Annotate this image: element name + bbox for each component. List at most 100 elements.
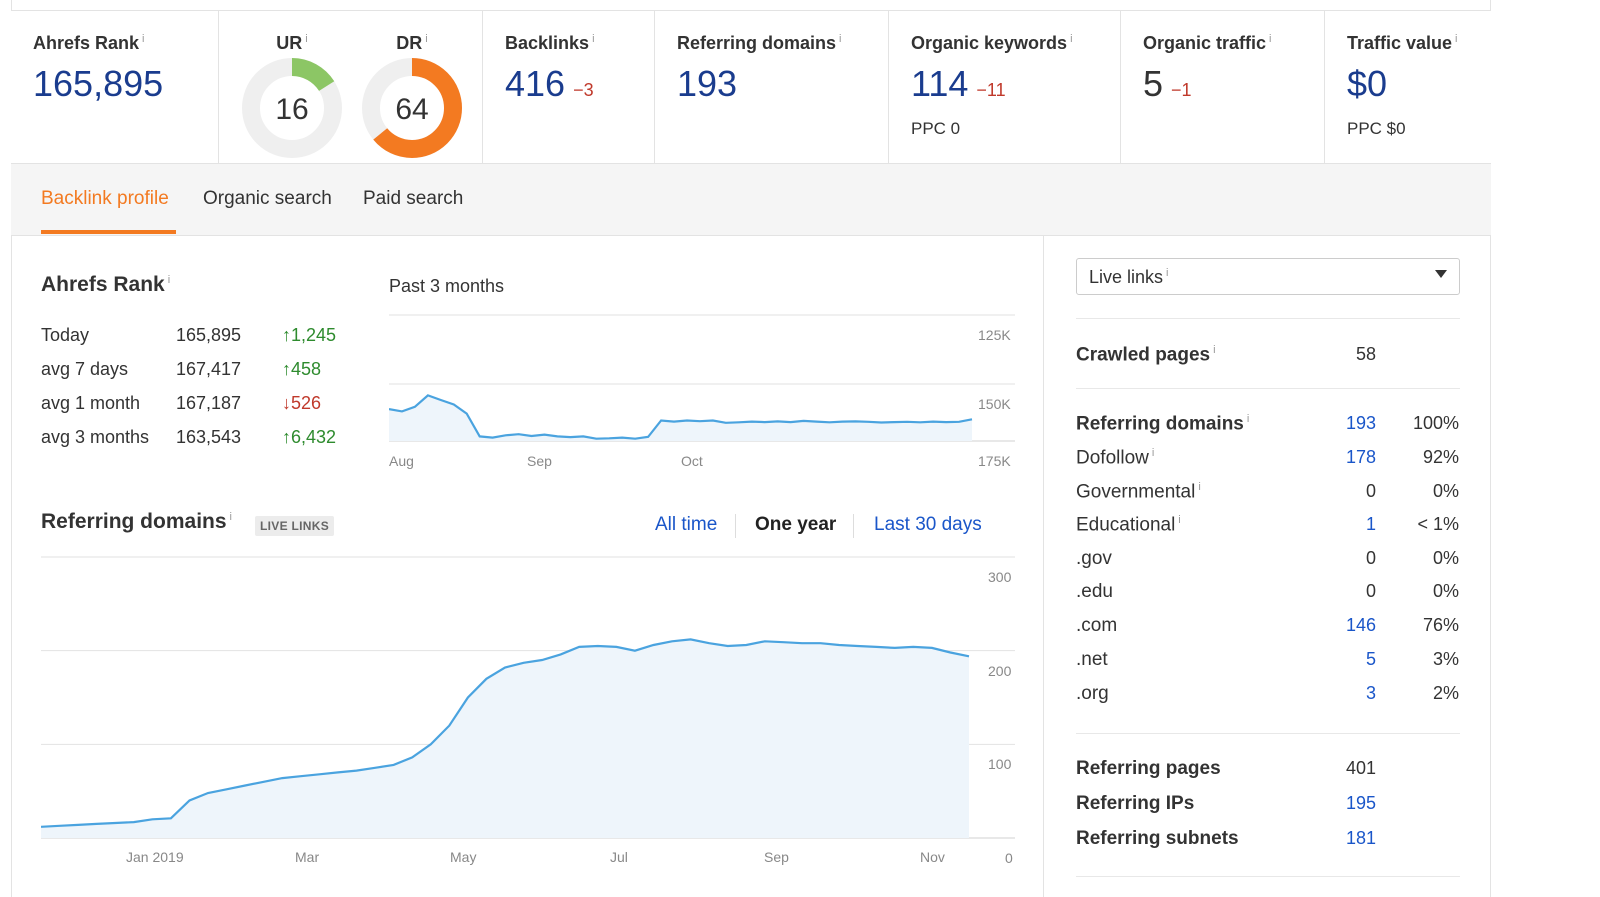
- info-icon[interactable]: i: [592, 33, 595, 45]
- metric-value: 416: [505, 63, 566, 104]
- domain-stat-value[interactable]: 193: [1345, 413, 1376, 433]
- rank-row-value: 167,187: [176, 393, 242, 413]
- page-frame: [11, 0, 1491, 897]
- divider: [1076, 388, 1460, 389]
- metric-delta: −3: [573, 80, 594, 100]
- rank-row-value: 163,543: [176, 427, 242, 447]
- rd-x-tick: Jan 2019: [126, 849, 184, 865]
- referring-section-title: Referring domains i: [41, 510, 232, 533]
- domain-stat-value[interactable]: 178: [1345, 447, 1376, 467]
- info-icon[interactable]: i: [839, 33, 842, 45]
- info-icon[interactable]: i: [1166, 267, 1169, 279]
- info-icon[interactable]: i: [1213, 344, 1216, 356]
- rank-row-label: avg 7 days: [41, 359, 129, 379]
- ur-donut: 16: [242, 58, 342, 158]
- domain-stat-value[interactable]: 1: [1365, 514, 1376, 534]
- ur-gauge[interactable]: UR i 16: [237, 33, 347, 163]
- links-type-select[interactable]: Live links i: [1076, 258, 1460, 295]
- info-icon[interactable]: i: [167, 274, 171, 286]
- metric-organic-keywords[interactable]: Organic keywords i 114 −11 PPC 0: [889, 11, 1121, 164]
- domain-stat-label: .org: [1076, 683, 1109, 704]
- domain-stat-label: .gov: [1076, 548, 1112, 569]
- domain-stat-percent: 92%: [1422, 447, 1459, 467]
- tab-organic-search[interactable]: Organic search: [203, 188, 332, 209]
- rank-row-change: ↑6,432: [282, 427, 337, 447]
- metric-ur-dr: UR i 16 DR i 64: [219, 11, 483, 164]
- rd-x-tick: May: [450, 849, 477, 865]
- page-stat-label: Referring subnets: [1076, 828, 1239, 849]
- metric-label: Ahrefs Rank: [33, 33, 140, 53]
- rd-y-tick: 0: [1005, 850, 1013, 866]
- metric-ahrefs-rank[interactable]: Ahrefs Rank i 165,895: [11, 11, 219, 164]
- info-icon[interactable]: i: [1198, 481, 1201, 493]
- rank-y-tick: 125K: [978, 327, 1011, 343]
- rank-line-chart[interactable]: [389, 314, 1015, 444]
- domain-stat-value[interactable]: 5: [1365, 649, 1376, 669]
- rank-x-tick: Oct: [681, 453, 703, 469]
- referring-domains-area-chart[interactable]: [41, 556, 1015, 840]
- metric-organic-traffic[interactable]: Organic traffic i 5 −1: [1121, 11, 1325, 164]
- metric-value: 165,895: [33, 63, 164, 104]
- domain-stat-percent: 0%: [1432, 581, 1459, 601]
- page-stat-value: 401: [1345, 758, 1376, 778]
- domain-stat-value[interactable]: 3: [1365, 683, 1376, 703]
- rank-row-label: Today: [41, 325, 90, 345]
- metric-label: Backlinks: [505, 33, 590, 53]
- range-one-year[interactable]: One year: [755, 514, 837, 535]
- referring-domains-series-line: [41, 638, 970, 828]
- domain-stat-percent: 100%: [1412, 413, 1459, 433]
- metric-label: Traffic value: [1347, 33, 1453, 53]
- metric-label: Referring domains: [677, 33, 837, 53]
- live-links-badge: LIVE LINKS: [255, 516, 335, 536]
- page-stat-label: Referring IPs: [1076, 793, 1195, 814]
- metric-traffic-value[interactable]: Traffic value i $0 PPC $0: [1325, 11, 1491, 164]
- divider: [1076, 318, 1460, 319]
- info-icon[interactable]: i: [425, 33, 428, 45]
- info-icon[interactable]: i: [1269, 33, 1272, 45]
- rd-x-tick: Nov: [920, 849, 945, 865]
- crawled-pages-label: Crawled pages i: [1076, 344, 1216, 366]
- domain-stat-label: Educational i: [1076, 514, 1181, 536]
- domain-stat-percent: < 1%: [1417, 514, 1459, 534]
- dr-value: 64: [395, 93, 428, 126]
- page-stat-value[interactable]: 195: [1345, 793, 1376, 813]
- metric-sub: PPC $0: [1347, 119, 1406, 138]
- info-icon[interactable]: i: [305, 33, 308, 45]
- dr-donut: 64: [362, 58, 462, 158]
- rank-chart-caption: Past 3 months: [389, 276, 505, 296]
- metric-backlinks[interactable]: Backlinks i 416 −3: [483, 11, 655, 164]
- ur-label: UR: [276, 33, 303, 53]
- info-icon[interactable]: i: [1151, 447, 1155, 459]
- tab-backlink-profile[interactable]: Backlink profile: [41, 188, 169, 209]
- metric-value: 5: [1143, 63, 1164, 104]
- caret-down-icon: [1435, 270, 1447, 278]
- metric-delta: −1: [1171, 80, 1192, 100]
- dr-label: DR: [396, 33, 423, 53]
- info-icon[interactable]: i: [1455, 33, 1458, 45]
- divider: [1076, 876, 1460, 877]
- info-icon[interactable]: i: [142, 33, 145, 45]
- dr-gauge[interactable]: DR i 64: [357, 33, 467, 163]
- info-icon[interactable]: i: [1246, 413, 1250, 425]
- range-all-time[interactable]: All time: [655, 514, 718, 535]
- rank-row-change: ↓526: [282, 393, 322, 413]
- rd-x-tick: Mar: [295, 849, 320, 865]
- rank-row-change: ↑1,245: [282, 325, 337, 345]
- info-icon[interactable]: i: [1178, 514, 1181, 526]
- domain-stat-percent: 76%: [1422, 615, 1459, 635]
- domain-stat-label: .edu: [1076, 581, 1113, 602]
- domain-stat-value: 0: [1365, 481, 1376, 501]
- info-icon[interactable]: i: [229, 511, 232, 523]
- metric-referring-domains[interactable]: Referring domains i 193: [655, 11, 889, 164]
- info-icon[interactable]: i: [1070, 33, 1073, 45]
- range-separator: [853, 514, 854, 538]
- page-stat-value[interactable]: 181: [1345, 828, 1376, 848]
- rank-row-label: avg 3 months: [41, 427, 150, 447]
- range-separator: [735, 514, 736, 538]
- tab-paid-search[interactable]: Paid search: [363, 188, 464, 209]
- report-tabs: Backlink profile Organic search Paid sea…: [11, 164, 1491, 236]
- domain-stat-percent: 0%: [1432, 481, 1459, 501]
- domain-stat-value[interactable]: 146: [1345, 615, 1376, 635]
- range-last-30-days[interactable]: Last 30 days: [874, 514, 982, 535]
- metric-value: 114: [911, 63, 969, 104]
